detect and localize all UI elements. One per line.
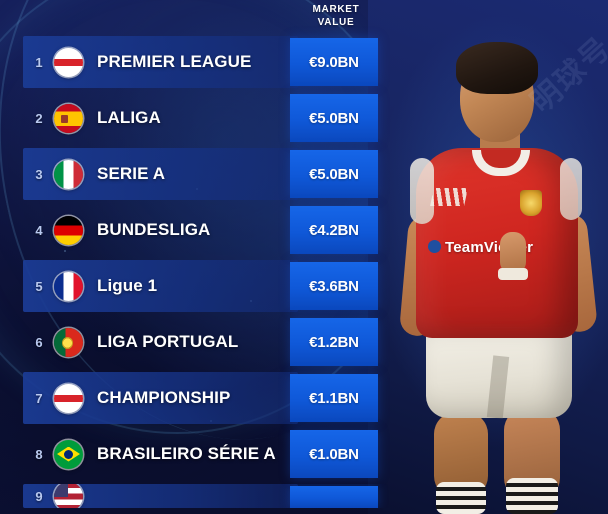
portugal-flag [54,327,83,357]
jersey-sponsor-text: TeamViewer [428,238,552,258]
market-value-cell: €5.0BN [290,150,378,198]
market-value-cell: €4.2BN [290,206,378,254]
player-photo: TeamViewer [368,0,608,514]
england-flag [54,383,83,413]
league-name: LALIGA [97,108,161,127]
club-crest-icon [520,190,542,216]
spain-flag [54,103,83,133]
rank-number: 9 [35,488,43,504]
market-value-cell: €1.1BN [290,374,378,422]
rank-number: 4 [35,222,43,238]
italy-flag [54,159,83,189]
column-header-line1: MARKET [312,4,360,15]
league-name: CHAMPIONSHIP [97,388,231,407]
league-name: Ligue 1 [97,276,158,295]
player-shorts [426,326,572,418]
player-wristband [498,268,528,280]
league-name: BUNDESLIGA [97,220,211,239]
rank-number: 7 [35,390,43,406]
rank-number: 8 [35,446,43,462]
table-row[interactable]: 3 SERIE A €5.0BN [0,148,390,200]
league-name: BRASILEIRO SÉRIE A [97,444,276,463]
england-flag [54,47,83,77]
adidas-logo-icon [430,188,468,206]
market-value-cell: €1.0BN [290,430,378,478]
market-value-cell: €1.2BN [290,318,378,366]
market-value-cell [290,486,378,508]
player-hair [456,42,538,94]
rank-number: 6 [35,334,43,350]
player-collar-inner [481,150,521,168]
table-row[interactable]: 5 Ligue 1 €3.6BN [0,260,390,312]
table-row[interactable]: 1 PREMIER LEAGUE €9.0BN [0,36,390,88]
market-value-cell: €5.0BN [290,94,378,142]
rank-number: 1 [35,54,43,70]
rank-number: 2 [35,110,43,126]
player-left-sock [436,482,486,514]
table-row[interactable]: 8 BRASILEIRO SÉRIE A €1.0BN [0,428,390,480]
player-right-sock [506,478,558,514]
player-jersey-right-stripe [560,158,582,220]
league-name: SERIE A [97,164,166,183]
league-value-table: 1 PREMIER LEAGUE €9.0BN 2 LALIGA €5.0BN 3 SERIE… [0,36,390,512]
table-row[interactable]: 9 [0,484,390,508]
league-name: LIGA PORTUGAL [97,332,239,351]
rank-number: 3 [35,166,43,182]
column-header-market-value: MARKET VALUE [288,3,384,29]
france-flag [54,271,83,301]
column-header-line2: VALUE [317,17,355,28]
table-row[interactable]: 6 LIGA PORTUGAL €1.2BN [0,316,390,368]
league-name: PREMIER LEAGUE [97,52,252,71]
table-row[interactable]: 7 CHAMPIONSHIP €1.1BN [0,372,390,424]
table-row[interactable]: 4 BUNDESLIGA €4.2BN [0,204,390,256]
table-row[interactable]: 2 LALIGA €5.0BN [0,92,390,144]
market-value-cell: €9.0BN [290,38,378,86]
player-hand [500,232,526,274]
germany-flag [54,215,83,245]
rank-number: 5 [35,278,43,294]
market-value-cell: €3.6BN [290,262,378,310]
player-jersey [416,148,578,338]
usa-flag [54,484,83,508]
sponsor-logo-icon [428,240,441,253]
brazil-flag [54,439,83,469]
player-jersey-left-stripe [410,158,434,224]
